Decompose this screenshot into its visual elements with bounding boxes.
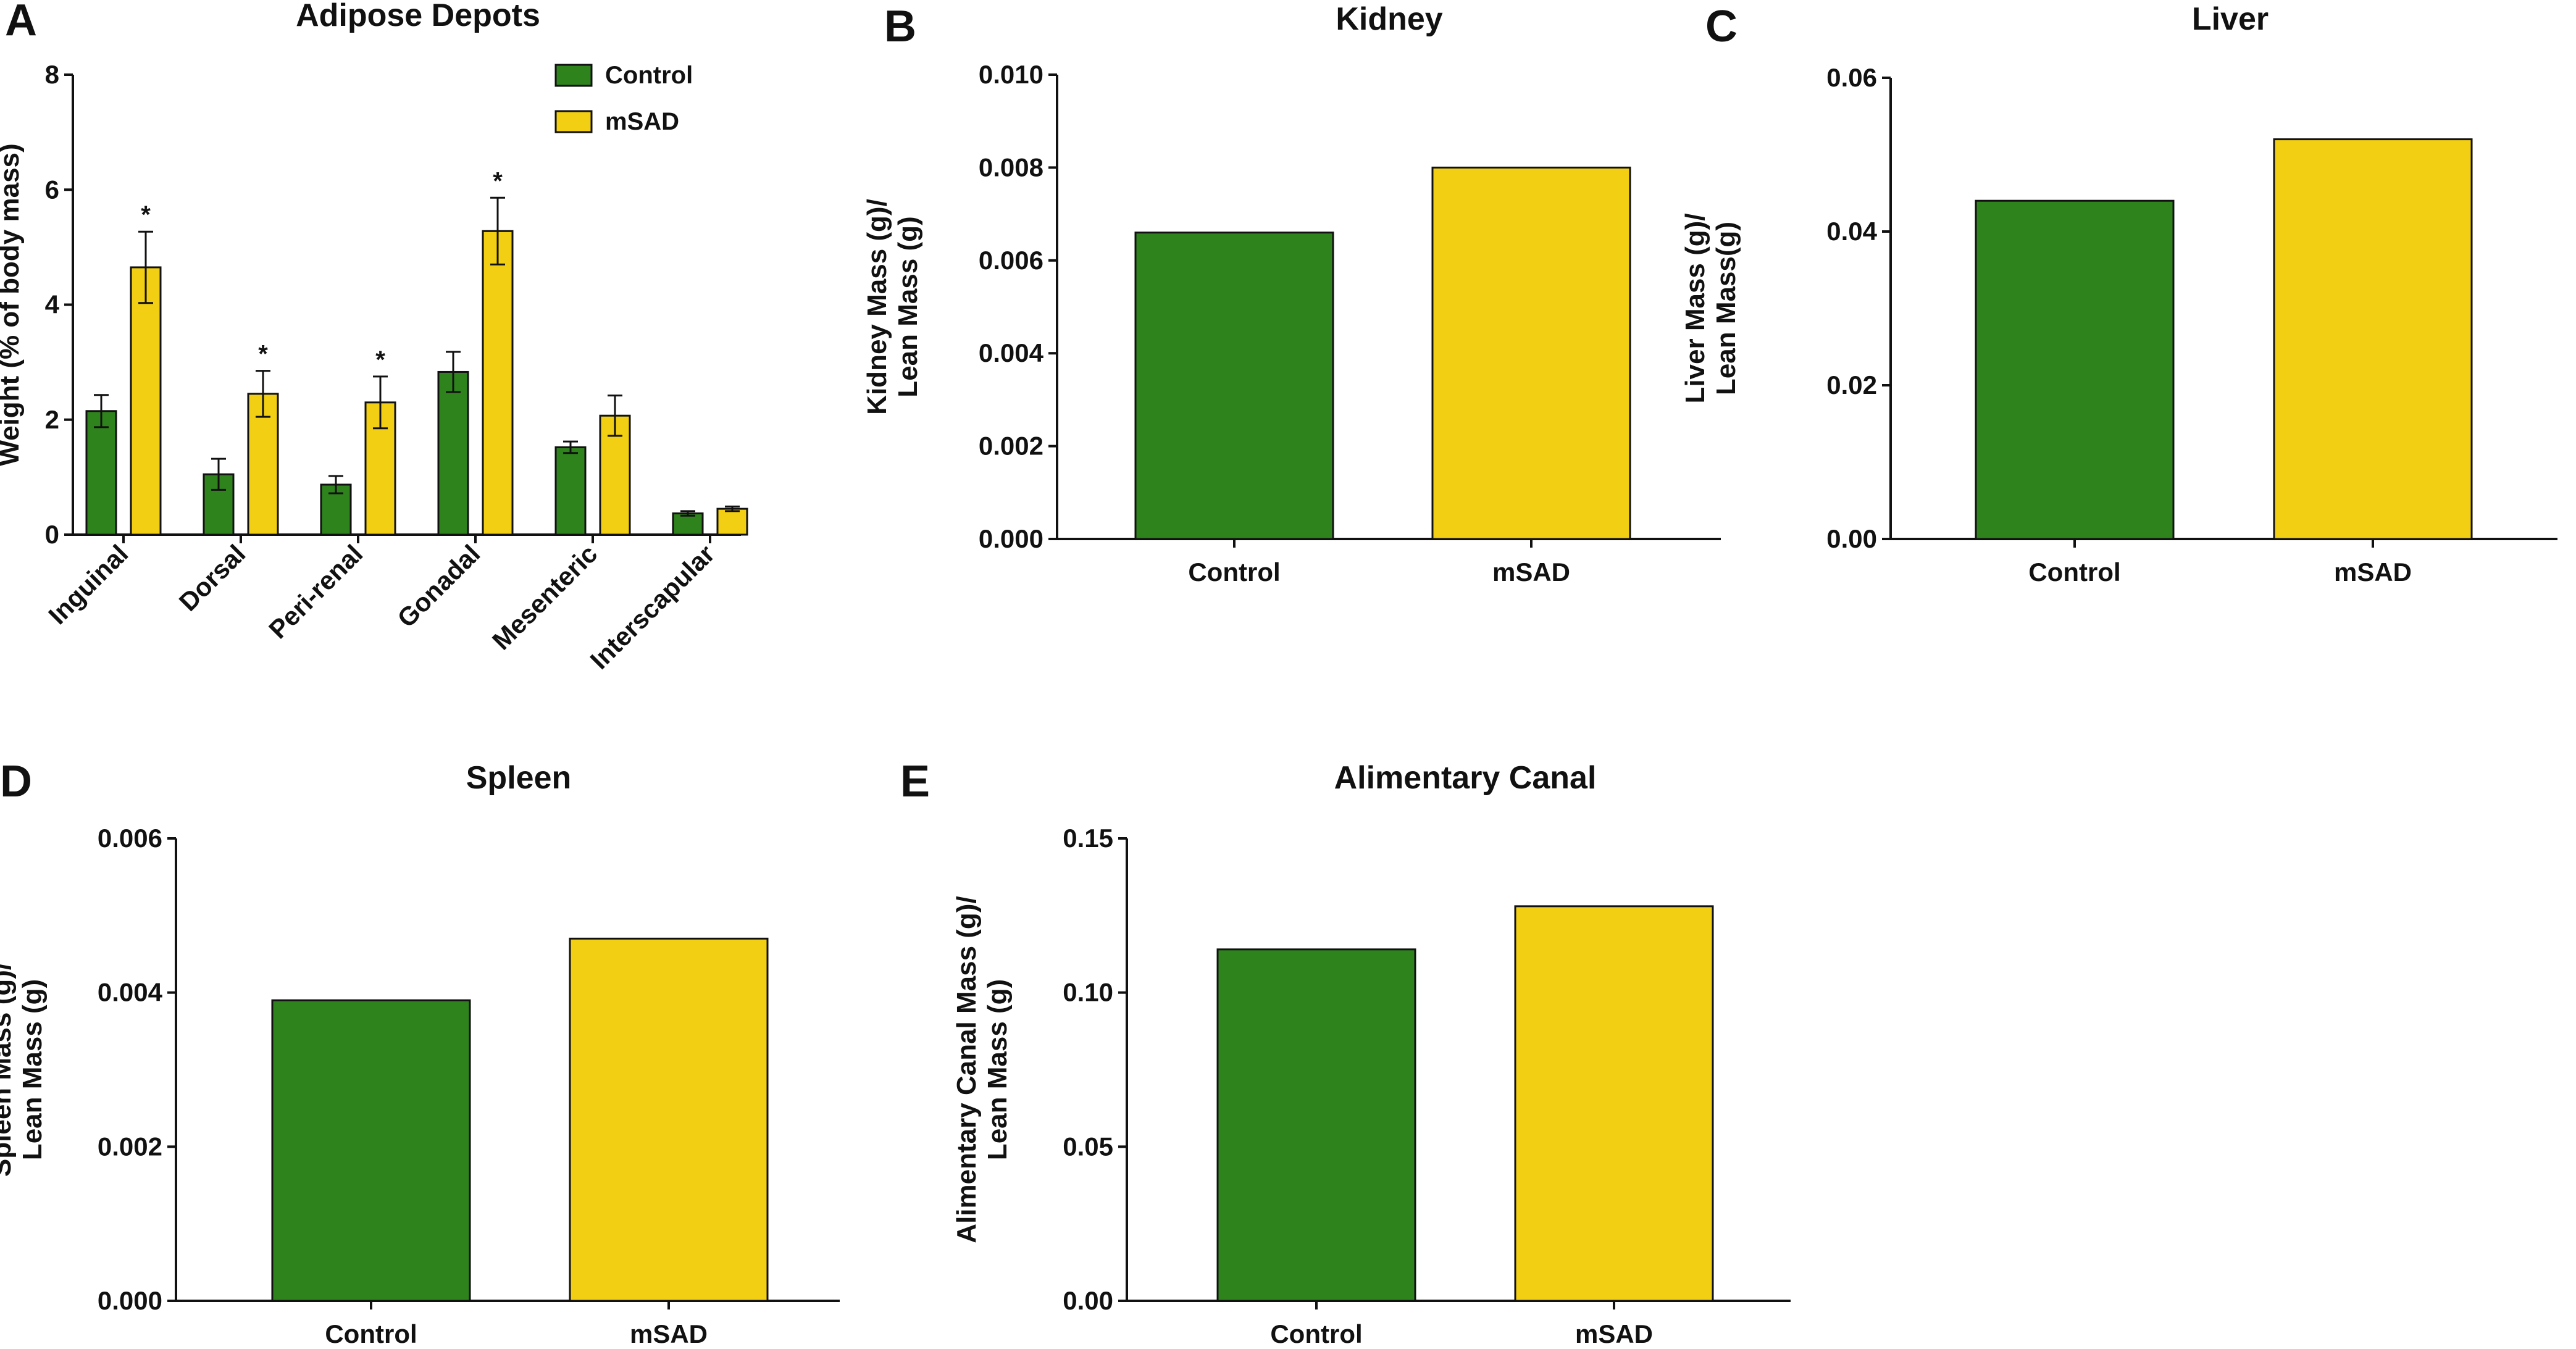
adipose-y-axis-label-line: Weight (% of body mass) bbox=[0, 143, 25, 466]
panel-letter-c: C bbox=[1705, 2, 1738, 51]
spleen-chart: 0.000 0.002 0.004 0.006 Spleen Mass (g)/Lean… bbox=[0, 824, 840, 1348]
liver-y-tick-label: 0.00 bbox=[1826, 524, 1877, 553]
adipose-significance-marker: * bbox=[141, 201, 151, 228]
adipose-bar-msad bbox=[247, 393, 279, 536]
liver-bar-control bbox=[1975, 199, 2175, 540]
adipose-bar-control bbox=[203, 473, 235, 536]
kidney-y-tick-label: 0.002 bbox=[979, 432, 1043, 461]
spleen-y-axis-label: Spleen Mass (g)/Lean Mass (g) bbox=[0, 963, 48, 1177]
adipose-x-tick-label: Interscapular bbox=[585, 539, 721, 675]
adipose-significance-marker: * bbox=[375, 346, 385, 374]
alimentary-bar-msad bbox=[1514, 905, 1714, 1302]
kidney-x-tick-label: Control bbox=[1188, 558, 1280, 587]
adipose-legend-label-control: Control bbox=[605, 62, 693, 89]
panel-letter-e: E bbox=[900, 757, 930, 806]
adipose-x-tick-label: Peri-renal bbox=[263, 539, 368, 644]
chart-title-adipose: Adipose Depots bbox=[296, 0, 540, 33]
adipose-bar-control bbox=[85, 410, 117, 536]
adipose-bar-msad bbox=[482, 230, 514, 536]
adipose-x-tick-label: Dorsal bbox=[174, 539, 251, 617]
liver-y-tick-label: 0.04 bbox=[1826, 217, 1877, 246]
alimentary-x-tick-label: Control bbox=[1270, 1319, 1362, 1348]
kidney-y-tick-label: 0.000 bbox=[979, 524, 1043, 553]
adipose-legend-label-msad: mSAD bbox=[605, 108, 679, 135]
adipose-y-tick-label: 6 bbox=[45, 175, 59, 204]
liver-y-axis-label-line: Liver Mass (g)/ bbox=[1680, 213, 1710, 403]
adipose-y-tick-label: 4 bbox=[45, 290, 60, 319]
adipose-depots-chart: 0 2 4 6 8 Weight (% of body mass) * Inguinal * Do… bbox=[0, 60, 748, 675]
kidney-y-axis-label-line: Kidney Mass (g)/ bbox=[862, 199, 892, 415]
chart-title-liver: Liver bbox=[2192, 1, 2269, 37]
kidney-chart: 0.000 0.002 0.004 0.006 0.008 0.010 Kidney Mas… bbox=[862, 60, 1721, 587]
liver-bar-msad bbox=[2273, 138, 2473, 540]
alimentary-x-tick-label: mSAD bbox=[1575, 1319, 1653, 1348]
spleen-bar-control bbox=[271, 999, 471, 1302]
spleen-x-tick-label: Control bbox=[325, 1319, 417, 1348]
adipose-legend-swatch-msad bbox=[554, 110, 593, 133]
adipose-bar-control bbox=[672, 512, 704, 536]
liver-chart: 0.00 0.02 0.04 0.06 Liver Mass (g)/Lean Mass… bbox=[1680, 63, 2557, 587]
alimentary-y-tick-label: 0.15 bbox=[1063, 824, 1113, 853]
spleen-y-tick-label: 0.000 bbox=[98, 1286, 162, 1315]
alimentary-y-tick-label: 0.00 bbox=[1063, 1286, 1113, 1315]
kidney-bar-msad bbox=[1431, 166, 1631, 540]
spleen-y-tick-label: 0.004 bbox=[98, 978, 163, 1007]
kidney-bar-control bbox=[1134, 232, 1334, 540]
adipose-x-tick-label: Mesenteric bbox=[487, 539, 603, 655]
spleen-x-tick-label: mSAD bbox=[630, 1319, 708, 1348]
spleen-y-axis-label-line: Lean Mass (g) bbox=[17, 979, 48, 1160]
adipose-y-tick-label: 2 bbox=[45, 405, 59, 434]
adipose-y-tick-label: 8 bbox=[45, 60, 59, 89]
liver-x-tick-label: mSAD bbox=[2334, 558, 2412, 587]
panel-letter-d: D bbox=[0, 757, 32, 806]
adipose-x-tick-label: Inguinal bbox=[43, 539, 133, 630]
kidney-y-axis-label: Kidney Mass (g)/Lean Mass (g) bbox=[862, 199, 923, 415]
adipose-bar-msad bbox=[130, 266, 162, 536]
panel-letter-a: A bbox=[5, 0, 37, 45]
chart-title-spleen: Spleen bbox=[466, 760, 572, 796]
spleen-y-tick-label: 0.002 bbox=[98, 1132, 162, 1161]
alimentary-y-axis-label-line: Alimentary Canal Mass (g)/ bbox=[951, 896, 982, 1243]
adipose-y-tick-label: 0 bbox=[45, 520, 59, 549]
liver-x-tick-label: Control bbox=[2028, 558, 2120, 587]
alimentary-y-axis-label: Alimentary Canal Mass (g)/Lean Mass (g) bbox=[951, 896, 1013, 1243]
adipose-bar-msad bbox=[716, 507, 748, 536]
chart-title-kidney: Kidney bbox=[1336, 1, 1442, 37]
spleen-bar-msad bbox=[569, 937, 769, 1302]
alimentary-canal-chart: 0.00 0.05 0.10 0.15 Alimentary Canal Mass (g… bbox=[951, 824, 1791, 1348]
kidney-y-tick-label: 0.008 bbox=[979, 152, 1043, 182]
adipose-bar-control bbox=[437, 370, 469, 536]
adipose-x-tick-label: Gonadal bbox=[391, 539, 485, 633]
liver-y-tick-label: 0.06 bbox=[1826, 63, 1877, 92]
spleen-y-tick-label: 0.006 bbox=[98, 824, 162, 853]
kidney-x-tick-label: mSAD bbox=[1492, 558, 1570, 587]
alimentary-y-tick-label: 0.05 bbox=[1063, 1132, 1113, 1161]
kidney-y-tick-label: 0.004 bbox=[979, 338, 1044, 367]
alimentary-y-axis-label-line: Lean Mass (g) bbox=[982, 979, 1013, 1160]
kidney-y-tick-label: 0.010 bbox=[979, 60, 1043, 89]
alimentary-y-tick-label: 0.10 bbox=[1063, 978, 1113, 1007]
kidney-y-axis-label-line: Lean Mass (g) bbox=[893, 216, 923, 397]
kidney-y-tick-label: 0.006 bbox=[979, 246, 1043, 275]
liver-y-axis-label-line: Lean Mass(g) bbox=[1711, 222, 1741, 395]
adipose-significance-marker: * bbox=[258, 341, 268, 368]
liver-y-axis-label: Liver Mass (g)/Lean Mass(g) bbox=[1680, 213, 1741, 403]
adipose-y-axis-label: Weight (% of body mass) bbox=[0, 143, 25, 466]
liver-y-tick-label: 0.02 bbox=[1826, 370, 1877, 399]
spleen-y-axis-label-line: Spleen Mass (g)/ bbox=[0, 963, 17, 1177]
adipose-significance-marker: * bbox=[493, 167, 503, 194]
adipose-bar-control bbox=[554, 446, 587, 536]
chart-title-alimentary: Alimentary Canal bbox=[1334, 760, 1597, 796]
panel-letter-b: B bbox=[884, 2, 916, 51]
alimentary-bar-control bbox=[1216, 948, 1416, 1302]
adipose-legend-swatch-control bbox=[554, 64, 593, 87]
